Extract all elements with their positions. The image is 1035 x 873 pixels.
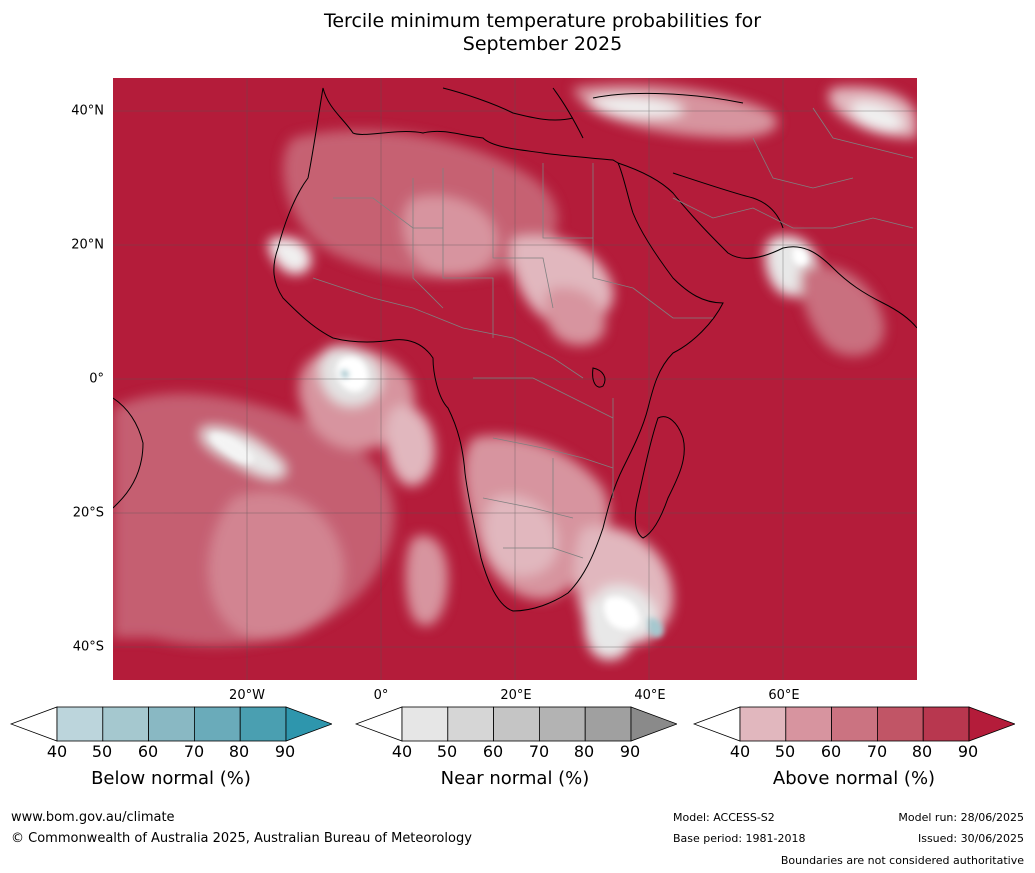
colorbar-segment <box>876 706 924 742</box>
lon-label-40e: 40°E <box>634 688 666 703</box>
tick-label: 80 <box>911 742 933 761</box>
model-run-text: Model run: 28/06/2025 <box>898 811 1024 824</box>
colorbar-segment <box>493 706 540 742</box>
colorbar-segment <box>239 706 287 742</box>
colorbar-segment <box>148 706 195 742</box>
colorbar-extend-high <box>968 706 1015 742</box>
tick-label: 70 <box>866 742 888 761</box>
lon-label-0: 0° <box>373 688 389 703</box>
lat-label-20s: 20°S <box>72 505 104 521</box>
tick-label: 70 <box>183 742 205 761</box>
colorbar-above-label: Above normal (%) <box>772 768 936 789</box>
copyright-text: © Commonwealth of Australia 2025, Austra… <box>11 831 472 846</box>
coastlines <box>113 87 917 612</box>
lat-label-40s: 40°S <box>72 639 104 655</box>
colorbar-extend-high <box>285 706 332 742</box>
tick-label: 60 <box>482 742 504 761</box>
disclaimer-text: Boundaries are not considered authoritat… <box>780 854 1024 867</box>
colorbar-extend-high <box>630 706 677 742</box>
colorbar-segment <box>102 706 150 742</box>
lon-label-60e: 60°E <box>768 688 800 703</box>
lon-label-20e: 20°E <box>500 688 532 703</box>
colorbar-near-normal <box>355 706 677 742</box>
colorbar-segment <box>739 706 787 742</box>
tick-label: 70 <box>528 742 550 761</box>
colorbar-segment <box>447 706 495 742</box>
tick-label: 50 <box>91 742 113 761</box>
tick-label: 50 <box>774 742 796 761</box>
colorbar-segment <box>922 706 970 742</box>
lat-label-0: 0° <box>89 371 104 387</box>
tick-label: 50 <box>436 742 458 761</box>
colorbar-extend-low <box>355 706 403 742</box>
base-period-text: Base period: 1981-2018 <box>673 832 806 845</box>
tick-label: 40 <box>729 742 751 761</box>
lat-label-40n: 40°N <box>71 103 104 119</box>
tick-label: 60 <box>820 742 842 761</box>
colorbar-above-normal <box>693 706 1015 742</box>
country-borders <box>312 107 914 559</box>
tick-label: 90 <box>957 742 979 761</box>
tick-label: 60 <box>137 742 159 761</box>
colorbar-segment <box>831 706 878 742</box>
colorbar-extend-low <box>10 706 58 742</box>
tick-label: 40 <box>391 742 413 761</box>
issued-text: Issued: 30/06/2025 <box>917 832 1024 845</box>
colorbar-segment <box>584 706 632 742</box>
website-link[interactable]: www.bom.gov.au/climate <box>11 810 175 825</box>
probability-white-spots <box>210 247 808 638</box>
colorbar-extend-low <box>693 706 741 742</box>
colorbar-segment <box>56 706 104 742</box>
colorbar-below-label: Below normal (%) <box>91 768 251 789</box>
lon-label-20w: 20°W <box>229 688 265 703</box>
tick-label: 80 <box>573 742 595 761</box>
tick-label: 40 <box>46 742 68 761</box>
chart-title: Tercile minimum temperature probabilitie… <box>0 10 1035 56</box>
colorbar-segment <box>401 706 449 742</box>
colorbar-below-normal <box>10 706 332 742</box>
colorbar-segment <box>785 706 833 742</box>
tick-label: 80 <box>228 742 250 761</box>
colorbar-near-label: Near normal (%) <box>440 768 590 789</box>
title-line-2: September 2025 <box>462 33 623 55</box>
tick-label: 90 <box>274 742 296 761</box>
model-text: Model: ACCESS-S2 <box>673 811 775 824</box>
probability-map <box>113 78 917 680</box>
lat-label-20n: 20°N <box>71 237 104 253</box>
graticule <box>113 78 917 680</box>
colorbar-segment <box>538 706 586 742</box>
tick-label: 90 <box>619 742 641 761</box>
colorbar-segment <box>193 706 241 742</box>
title-line-1: Tercile minimum temperature probabilitie… <box>323 10 762 32</box>
